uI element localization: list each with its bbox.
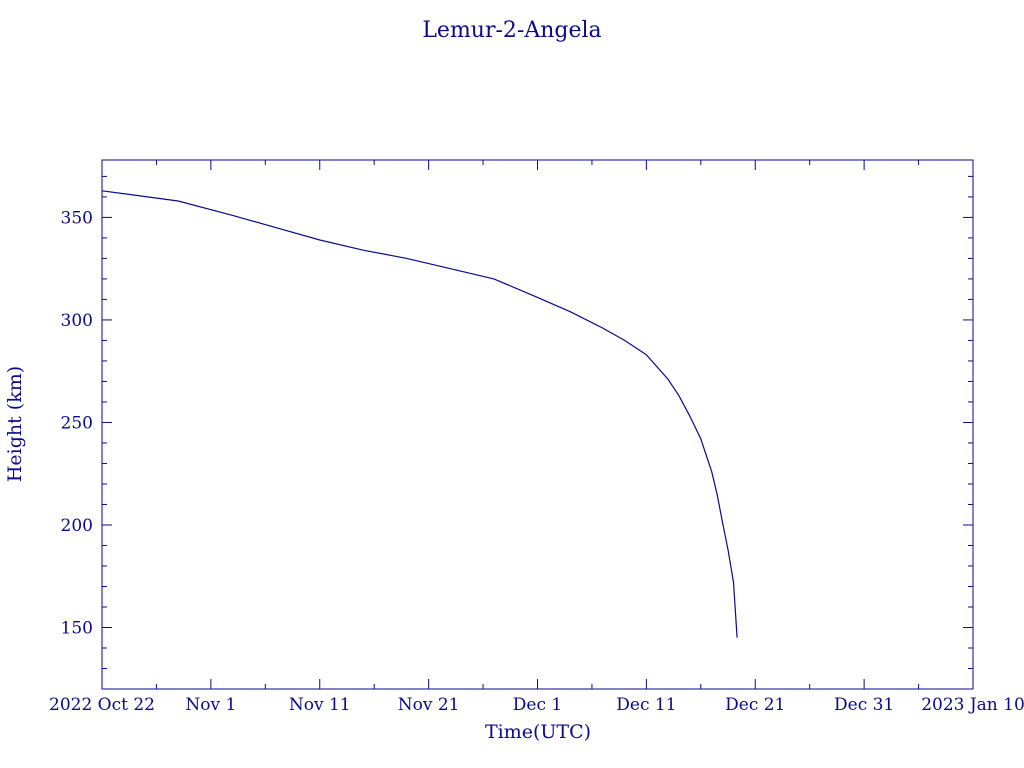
chart-title: Lemur-2-Angela [422, 18, 601, 43]
x-axis-label: Time(UTC) [485, 721, 591, 743]
y-tick-label: 200 [61, 516, 93, 536]
x-tick-label: 2023 Jan 10 [921, 695, 1024, 715]
ticks [101, 160, 974, 689]
y-tick-label: 150 [61, 618, 93, 638]
y-axis-label: Height (km) [4, 366, 26, 482]
tick-labels: 2022 Oct 22 Nov 1 Nov 11 Nov 21 Dec 1 Dec 11 D… [49, 208, 1024, 715]
x-tick-label: Dec 31 [834, 695, 894, 715]
x-tick-label: 2022 Oct 22 [49, 695, 155, 715]
y-tick-label: 350 [61, 208, 93, 228]
height-series-line [101, 190, 738, 638]
x-tick-label: Dec 1 [513, 695, 562, 715]
x-tick-label: Nov 11 [289, 695, 351, 715]
x-tick-label: Nov 1 [185, 695, 236, 715]
x-tick-label: Nov 21 [398, 695, 460, 715]
series [101, 190, 738, 638]
y-tick-label: 250 [61, 413, 93, 433]
plot-frame [101, 159, 974, 690]
y-tick-label: 300 [61, 311, 93, 331]
x-tick-label: Dec 11 [616, 695, 676, 715]
x-tick-label: Dec 21 [725, 695, 785, 715]
